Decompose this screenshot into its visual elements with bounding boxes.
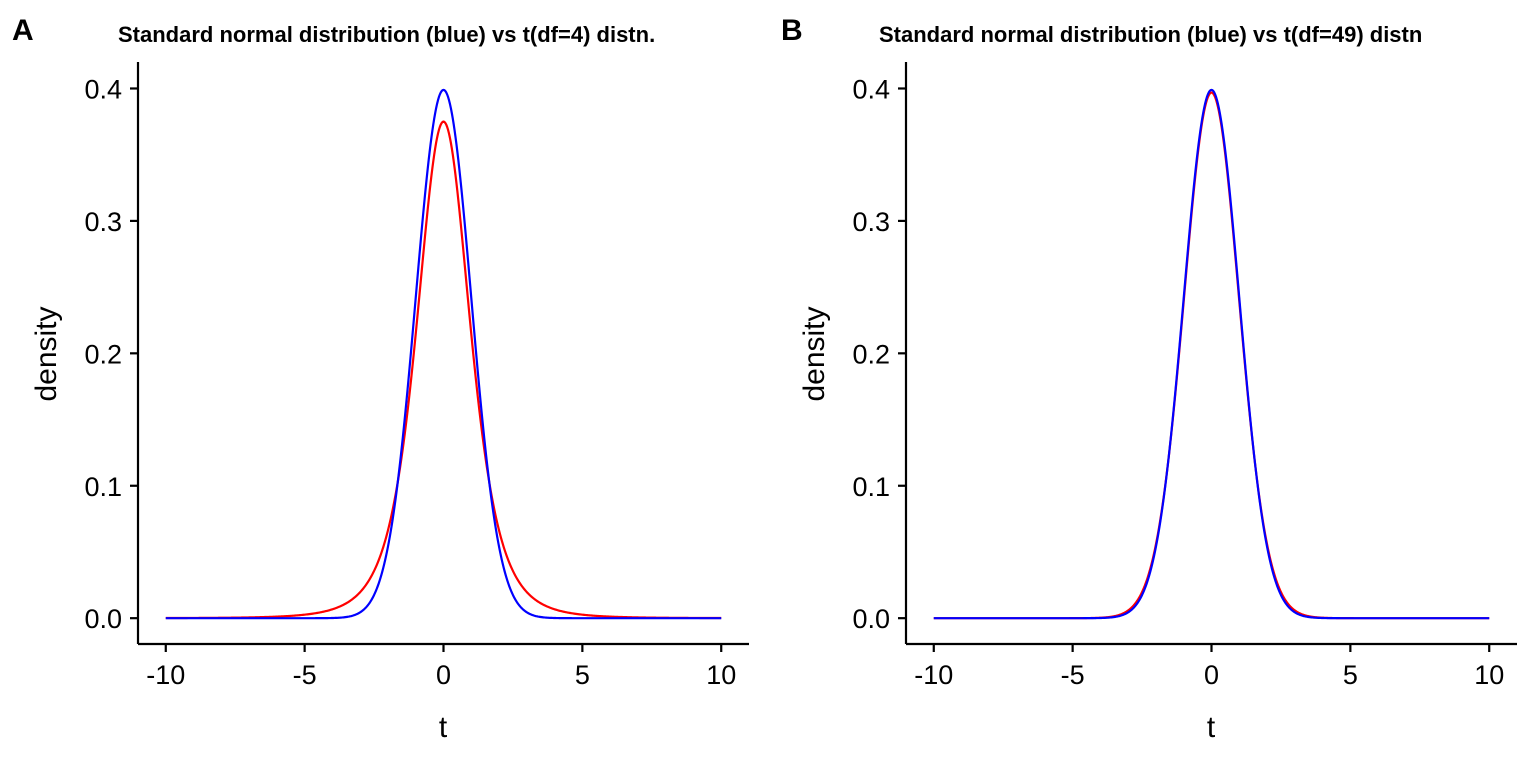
panel-b-x-tick-label: 0 [1204,660,1219,690]
panel-a: A Standard normal distribution (blue) vs… [12,14,749,744]
panel-a-y-tick-label: 0.1 [84,472,122,502]
panel-b-y-tick-label: 0.4 [852,74,890,104]
panel-a-y-axis-label: density [30,306,63,401]
panel-b-x-tick-label: -5 [1061,660,1085,690]
panel-a-y-tick-label: 0.4 [84,74,122,104]
panel-a-title: Standard normal distribution (blue) vs t… [118,22,655,47]
panel-a-y-tick-label: 0.3 [84,207,122,237]
panel-a-plot-area: 0.0 0.1 0.2 0.3 0.4 -10 -5 0 5 10 [84,62,749,690]
panel-b-series-line-t [933,91,1490,620]
panel-b-plot-area: 0.0 0.1 0.2 0.3 0.4 -10 -5 0 5 10 [852,62,1517,690]
panel-b-y-tick-label: 0.1 [852,472,890,502]
panel-b-y-axis-label: density [798,306,831,401]
panel-b-title: Standard normal distribution (blue) vs t… [879,22,1422,47]
panel-a-x-tick-label: 5 [575,660,590,690]
panel-b-y-tick-label: 0.0 [852,604,890,634]
panel-a-x-tick-label: -5 [293,660,317,690]
panel-a-y-tick-label: 0.0 [84,604,122,634]
panel-a-x-tick-label: 10 [706,660,736,690]
panel-b: B Standard normal distribution (blue) vs… [781,14,1517,744]
panel-a-series-line-normal [165,88,722,620]
panel-a-series-line-t [165,120,722,620]
panel-a-x-tick-label: 0 [436,660,451,690]
panel-b-y-tick-label: 0.2 [852,339,890,369]
panel-b-y-tick-label: 0.3 [852,207,890,237]
panel-a-x-axis-label: t [439,711,448,744]
panel-b-tag: B [781,14,803,47]
panel-b-x-axis-label: t [1207,711,1216,744]
panel-b-series-line-normal [933,88,1490,620]
panel-a-y-tick-label: 0.2 [84,339,122,369]
panel-b-x-tick-label: 5 [1343,660,1358,690]
panel-b-x-tick-label: 10 [1474,660,1504,690]
panel-a-x-tick-label: -10 [146,660,185,690]
panel-b-x-tick-label: -10 [914,660,953,690]
panel-a-tag: A [12,14,34,47]
